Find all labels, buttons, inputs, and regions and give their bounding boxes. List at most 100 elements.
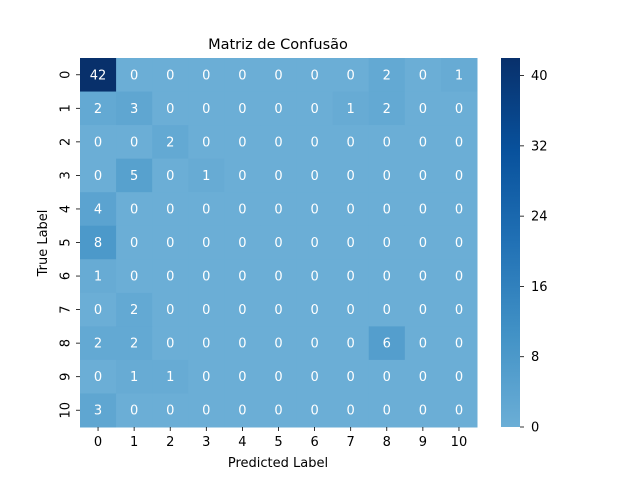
cell-value-label: 0 [455,202,463,217]
cell-value-label: 3 [94,404,102,419]
cell-value-label: 0 [166,236,174,251]
heatmap-cell [188,192,225,227]
cell-value-label: 5 [130,169,138,184]
x-tick-label: 8 [383,435,391,450]
heatmap-cell [368,326,406,361]
heatmap-cell [296,292,334,327]
heatmap-cell [188,393,225,428]
heatmap-cell [440,225,478,260]
heatmap-cell [440,393,478,428]
heatmap-cell [332,393,370,428]
heatmap-cell [332,292,370,327]
heatmap-cell [116,292,153,327]
cell-value-label: 1 [130,370,138,385]
cell-value-label: 4 [94,202,102,217]
cell-value-label: 1 [94,270,102,285]
heatmap-cell [80,58,117,93]
y-tick-label: 0 [59,71,74,79]
heatmap-cell [188,58,225,93]
x-tick-label: 7 [347,435,355,450]
x-tick-label: 2 [166,435,174,450]
heatmap-cell [152,158,189,193]
heatmap-cell [440,125,478,160]
cell-value-label: 0 [130,135,138,150]
cell-value-label: 0 [274,102,282,117]
colorbar-tick-label: 0 [531,421,539,436]
cell-value-label: 0 [238,68,246,83]
cell-value-label: 0 [274,135,282,150]
cell-value-label: 0 [274,169,282,184]
cell-value-label: 0 [274,370,282,385]
cell-value-label: 0 [274,404,282,419]
cell-value-label: 0 [347,337,355,352]
y-tick-label: 5 [59,238,74,246]
heatmap-cell [80,292,117,327]
heatmap-cell [188,125,225,160]
heatmap-cell [332,58,370,93]
heatmap-cell [404,393,442,428]
heatmap-cell [296,359,334,394]
heatmap-cell [224,292,261,327]
cell-value-label: 0 [238,303,246,318]
y-tick-label: 9 [59,373,74,381]
colorbar-tick-label: 16 [531,280,548,295]
heatmap-cell [404,192,442,227]
cell-value-label: 0 [94,135,102,150]
y-tick-label: 3 [59,171,74,179]
heatmap-cell [404,58,442,93]
cell-value-label: 0 [166,68,174,83]
heatmap-cell [224,393,261,428]
colorbar-tick-label: 24 [531,210,548,225]
heatmap-cell [152,292,189,327]
x-tick-label: 6 [310,435,318,450]
heatmap-cell [152,192,189,227]
heatmap-cell [296,393,334,428]
heatmap-cell [80,192,117,227]
heatmap-cell [332,125,370,160]
y-tick-label: 8 [59,339,74,347]
y-tick-label: 10 [59,402,74,419]
cell-value-label: 0 [238,169,246,184]
heatmap-cell [80,359,117,394]
cell-value-label: 0 [455,303,463,318]
cell-value-label: 0 [419,68,427,83]
heatmap-cell [224,58,261,93]
cell-value-label: 0 [455,102,463,117]
heatmap-cell [404,292,442,327]
heatmap-cell [440,259,478,294]
heatmap-cell [440,192,478,227]
heatmap-cell [80,326,117,361]
cell-value-label: 0 [419,270,427,285]
cell-value-label: 0 [130,68,138,83]
cell-value-label: 0 [274,270,282,285]
cell-value-label: 0 [347,303,355,318]
cell-value-label: 0 [347,68,355,83]
y-tick-label: 2 [59,138,74,146]
heatmap-cell [224,125,261,160]
heatmap-cell [440,292,478,327]
cell-value-label: 0 [347,202,355,217]
heatmap-cell [224,359,261,394]
heatmap-cell [188,158,225,193]
heatmap-cell [440,58,478,93]
heatmap-cell [368,259,406,294]
heatmap-cell [332,259,370,294]
cell-value-label: 0 [166,303,174,318]
heatmap-cell [80,91,117,126]
cell-value-label: 0 [202,202,210,217]
heatmap-cell [368,91,406,126]
cell-value-label: 0 [310,68,318,83]
cell-value-label: 0 [274,303,282,318]
heatmap-cell [296,192,334,227]
cell-value-label: 0 [130,270,138,285]
heatmap-cell [152,225,189,260]
heatmap-cell [404,158,442,193]
colorbar-tick-label: 40 [531,69,548,84]
cell-value-label: 0 [202,270,210,285]
cell-value-label: 0 [202,236,210,251]
cell-value-label: 0 [274,202,282,217]
heatmap-cell [404,225,442,260]
cell-value-label: 1 [202,169,210,184]
heatmap-cell [116,259,153,294]
cell-value-label: 0 [310,202,318,217]
